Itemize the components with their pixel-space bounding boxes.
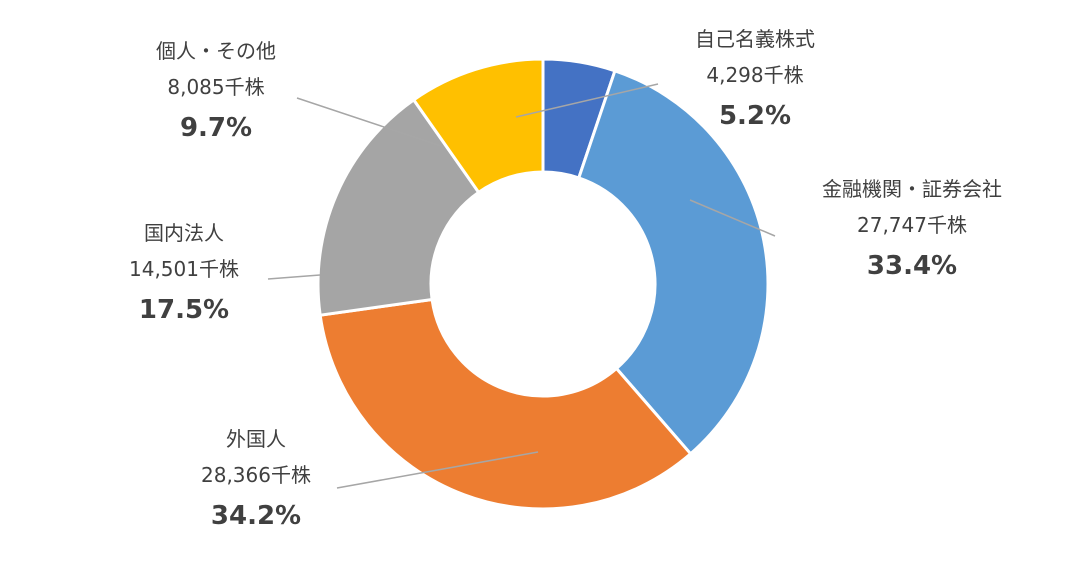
- slice-name-label: 自己名義株式: [695, 27, 815, 51]
- data-labels: 自己名義株式 4,298千株 5.2% 金融機関・証券会社 27,747千株 33.4% 外…: [129, 27, 1002, 531]
- slice-name-label: 個人・その他: [156, 39, 276, 63]
- leader-line: [515, 83, 659, 118]
- slice-name-label: 国内法人: [144, 221, 224, 245]
- donut-slice: [411, 57, 545, 195]
- slice-amount-label: 8,085千株: [167, 75, 264, 99]
- slice-percent-label: 9.7%: [180, 113, 252, 143]
- slice-percent-label: 33.4%: [867, 251, 957, 281]
- leader-line: [296, 97, 442, 147]
- leader-lines: [267, 83, 776, 489]
- slice-amount-label: 4,298千株: [706, 63, 803, 87]
- donut-slice: [316, 97, 481, 317]
- donut-slice: [576, 68, 770, 456]
- leader-line: [689, 199, 776, 237]
- slice-percent-label: 34.2%: [211, 501, 301, 531]
- slice-percent-label: 5.2%: [719, 101, 791, 131]
- slice-name-label: 外国人: [226, 427, 286, 451]
- slice-percent-label: 17.5%: [139, 295, 229, 325]
- leader-line: [336, 451, 539, 489]
- leader-line: [267, 274, 321, 280]
- slice-amount-label: 27,747千株: [857, 213, 967, 237]
- slice-amount-label: 14,501千株: [129, 257, 239, 281]
- donut-slices: [316, 57, 770, 511]
- donut-slice: [318, 297, 693, 511]
- slice-name-label: 金融機関・証券会社: [822, 177, 1002, 201]
- slice-amount-label: 28,366千株: [201, 463, 311, 487]
